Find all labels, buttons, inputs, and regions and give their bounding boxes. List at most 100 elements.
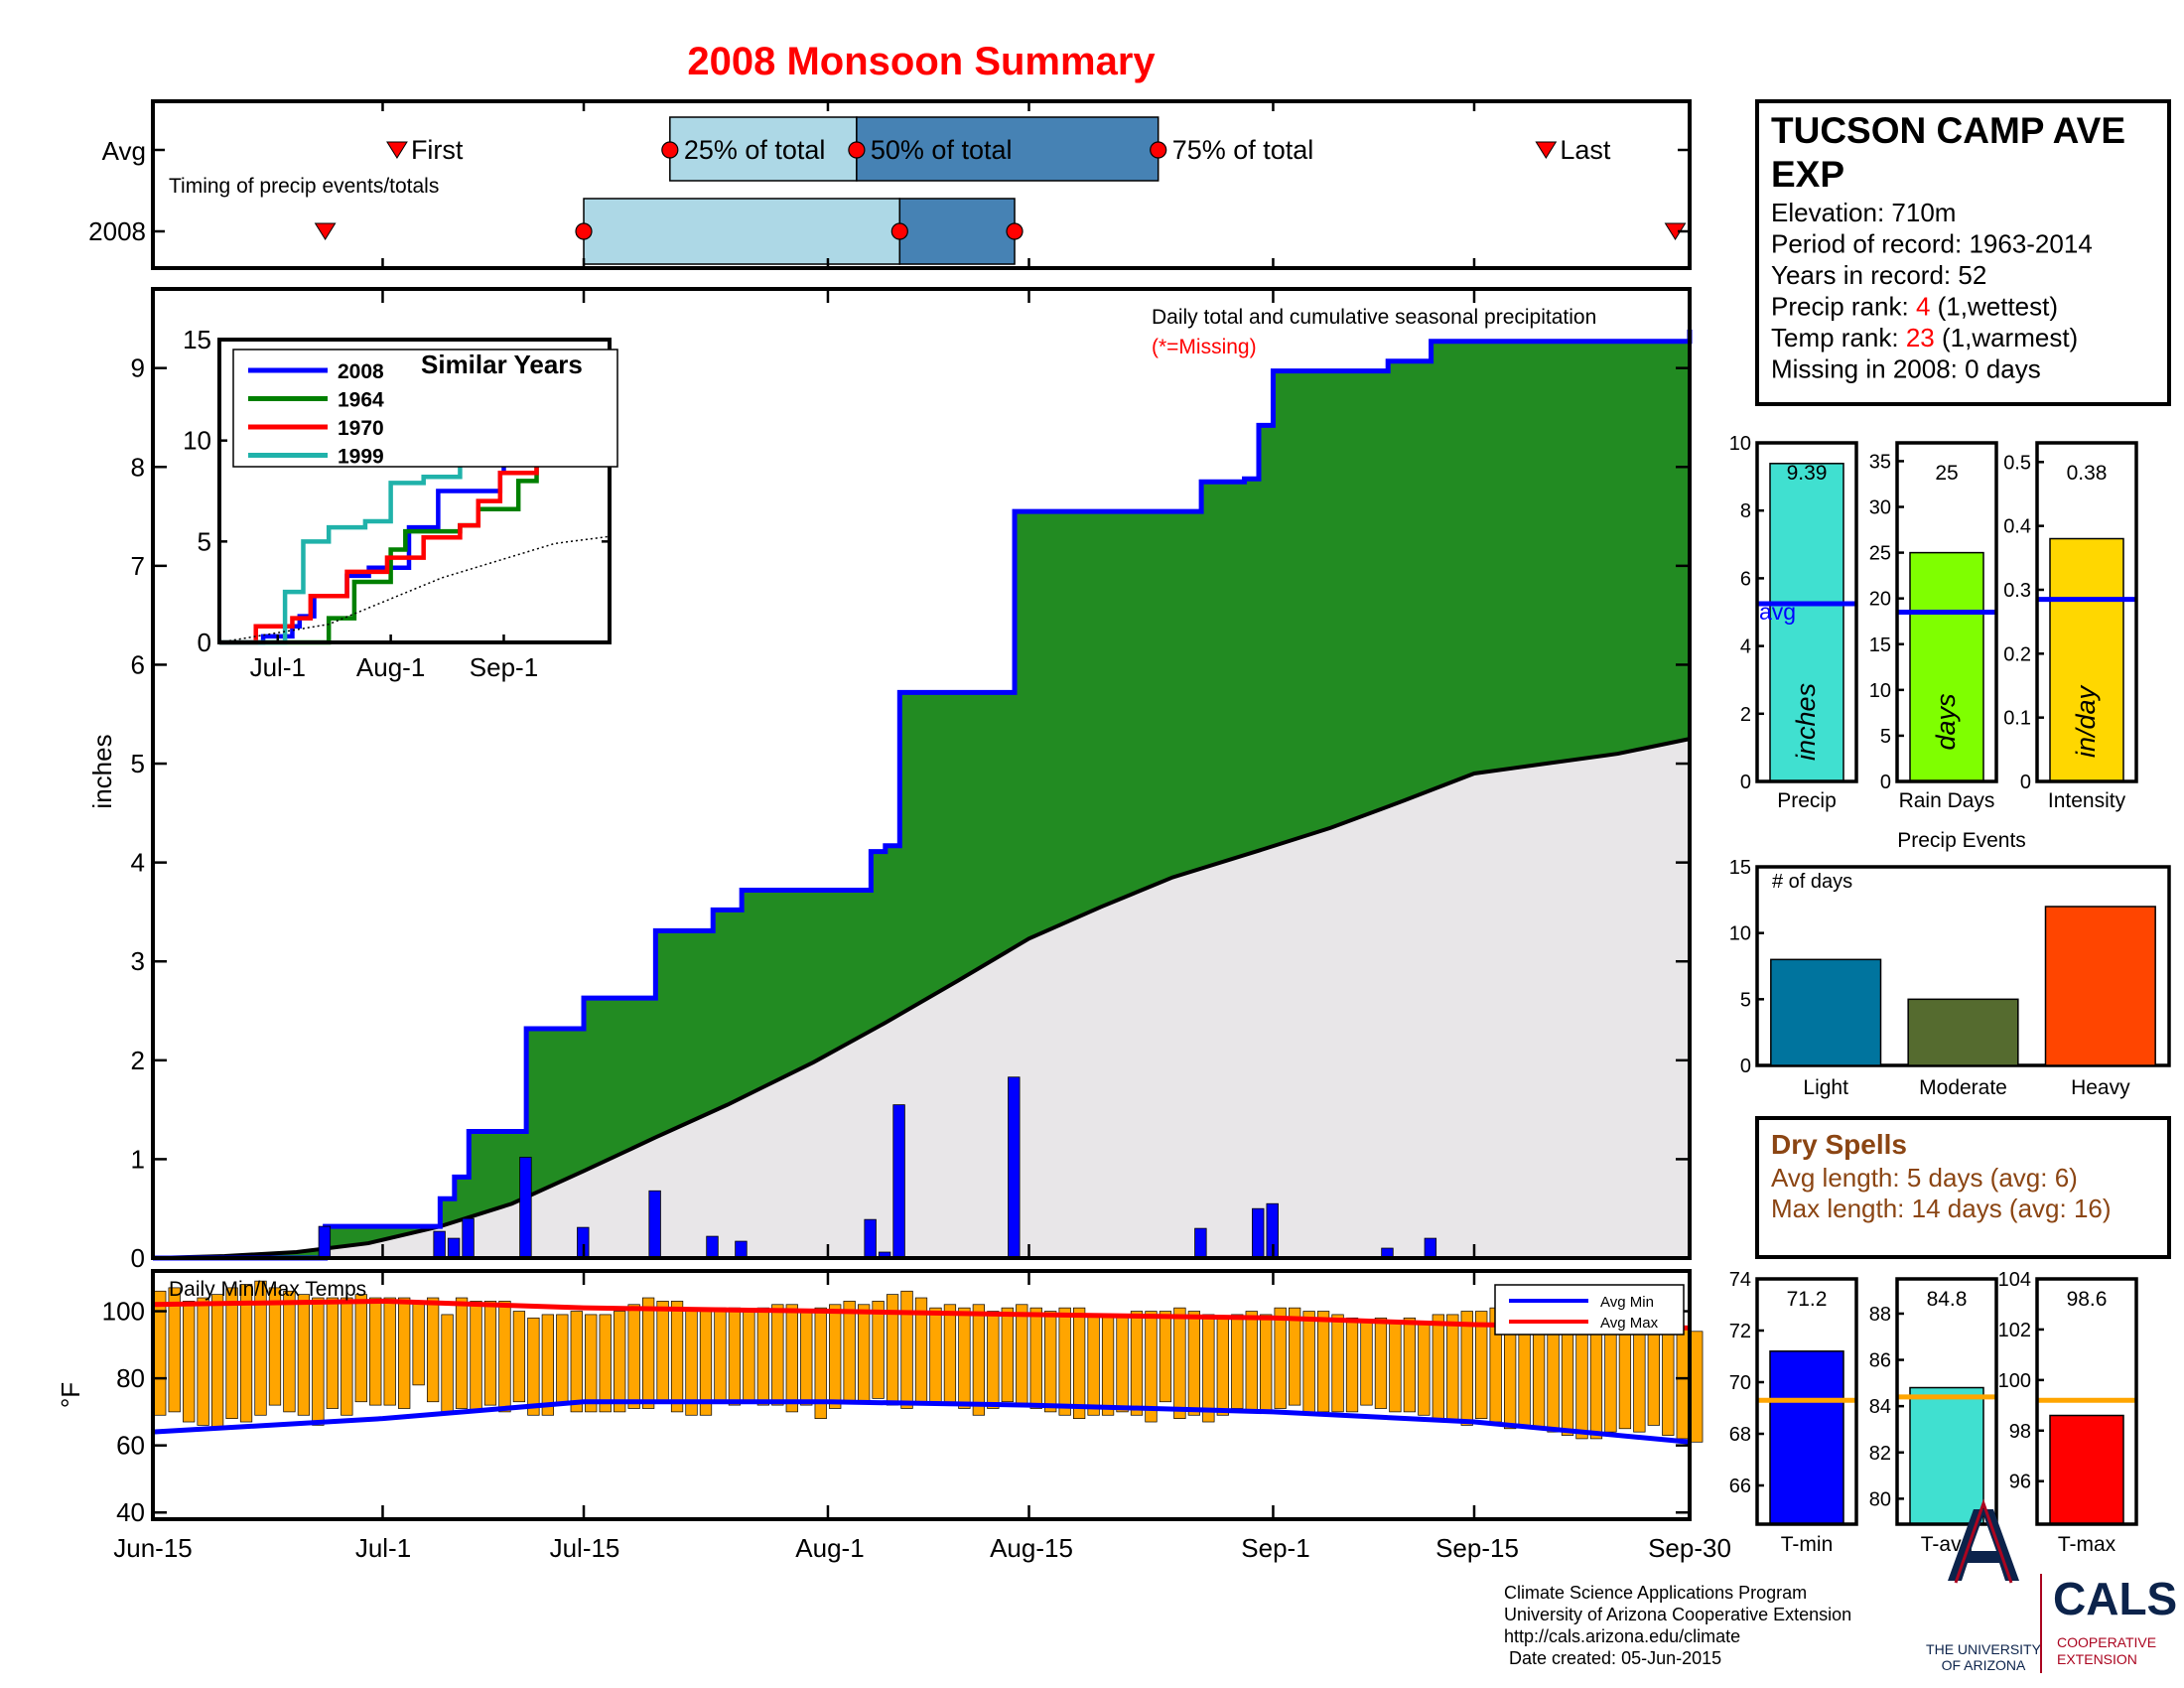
daily-temp-bar: [1662, 1328, 1675, 1436]
dry-spells-frame: [1755, 1116, 2171, 1259]
stat-y-tick-label: 10: [1729, 433, 1751, 455]
daily-temp-bar: [1604, 1328, 1617, 1433]
timing-subtitle: Timing of precip events/totals: [169, 175, 439, 198]
stat-y-tick-label: 100: [1998, 1370, 2031, 1392]
footer-line: University of Arizona Cooperative Extens…: [1504, 1605, 1851, 1624]
daily-temp-bar: [1331, 1314, 1344, 1413]
stat-value-bar: [2049, 1414, 2124, 1525]
daily-precip-bar: [648, 1190, 661, 1259]
stat-y-tick-label: 66: [1729, 1476, 1751, 1497]
dry-spells-avg-length: Avg length: 5 days (avg: 6): [1771, 1163, 2078, 1193]
daily-temp-bar: [570, 1311, 583, 1413]
daily-temp-bar: [1475, 1311, 1488, 1419]
stat-value-label: 0.38: [2067, 462, 2108, 485]
stat-y-tick-label: 98: [2009, 1421, 2031, 1443]
stat-panel-label: Precip: [1777, 789, 1837, 812]
stat-y-tick-label: 6: [1740, 568, 1751, 590]
daily-temp-bar: [1389, 1321, 1402, 1413]
inset-y-tick-label: 0: [198, 628, 211, 657]
daily-temp-bar: [614, 1311, 626, 1413]
stat-panel-label: Rain Days: [1899, 789, 1995, 812]
daily-temp-bar: [627, 1304, 640, 1409]
daily-temp-bar: [1073, 1307, 1086, 1419]
stat-y-tick-label: 96: [2009, 1472, 2031, 1493]
events-y-tick-label: 10: [1729, 923, 1751, 945]
daily-temp-bar: [872, 1301, 885, 1399]
cumulative-2008-line: [153, 329, 1693, 1261]
precip-y-tick-label: 1: [131, 1144, 145, 1174]
daily-temp-bar: [1016, 1304, 1028, 1406]
daily-temp-bar: [268, 1287, 282, 1406]
x-tick-label: Jun-15: [113, 1533, 193, 1563]
stat-panel-label: T-max: [2058, 1533, 2116, 1556]
daily-precip-bar: [519, 1157, 532, 1259]
stat-y-tick-label: 86: [1869, 1350, 1891, 1372]
station-info-line: Missing in 2008: 0 days: [1771, 354, 2041, 384]
temp-panel-frame: [151, 1269, 1692, 1521]
daily-temp-bar: [512, 1311, 526, 1403]
daily-temp-bar: [326, 1297, 339, 1409]
daily-temp-bar: [1245, 1311, 1258, 1413]
inset-y-tick-label: 5: [198, 526, 211, 556]
daily-temp-bar: [1316, 1311, 1330, 1413]
seasonal-stat-bars: 0 2 4 6 8 10 9.39 Precip inches avg 0 5 10 15 20 25 30 35…: [1729, 433, 2138, 812]
daily-temp-bar: [254, 1280, 267, 1416]
stat-value-bar: [1909, 551, 1984, 782]
daily-precip-bar: [433, 1230, 446, 1259]
temp-caption: Daily Min/Max Temps: [169, 1278, 366, 1301]
stat-value-bar: [1909, 1386, 1984, 1525]
temp-legend-box: [1494, 1284, 1685, 1336]
ua-logo-text: OF ARIZONA: [1942, 1657, 2026, 1673]
daily-temp-bar: [585, 1314, 598, 1413]
daily-precip-bar: [892, 1104, 905, 1259]
daily-temp-bar: [297, 1294, 311, 1416]
x-tick-label: Aug-1: [795, 1533, 864, 1563]
timing-75-label: 75% of total: [1172, 135, 1314, 165]
stat-y-tick-label: 8: [1740, 500, 1751, 522]
daily-temp-bar: [1101, 1314, 1115, 1416]
daily-precip-bar: [462, 1217, 475, 1259]
daily-temp-bar: [1360, 1321, 1373, 1406]
avg-cumulative-area: [153, 739, 1690, 1258]
daily-temp-bar: [728, 1307, 742, 1406]
stat-value-label: 9.39: [1787, 462, 1828, 485]
date-axis-labels: Jun-15 Jul-1 Jul-15 Aug-1 Aug-15 Sep-1 S…: [113, 1533, 1731, 1563]
legend-label-1964: 1964: [338, 389, 384, 412]
stat-unit-label: inches: [1791, 683, 1821, 761]
stat-y-tick-label: 88: [1869, 1304, 1891, 1326]
stat-value-bar: [2049, 537, 2124, 782]
daily-temp-bar: [1647, 1324, 1660, 1426]
daily-temp-bar: [656, 1301, 669, 1403]
event-bar-light: [1770, 958, 1882, 1066]
timing-row-label-2008: 2008: [88, 216, 146, 246]
ua-a-outline-icon: [1954, 1498, 2013, 1584]
legend-avg-max-label: Avg Max: [1600, 1315, 1659, 1332]
daily-temp-bar: [312, 1297, 325, 1426]
temp-y-tick-label: 80: [116, 1363, 145, 1393]
stat-y-tick-label: 104: [1998, 1269, 2031, 1291]
daily-temp-bar: [383, 1297, 396, 1406]
daily-temp-bar: [426, 1297, 440, 1403]
legend-label-2008: 2008: [338, 360, 384, 383]
timing-percentile-marker: [890, 222, 908, 240]
footer-line: http://cals.arizona.edu/climate: [1504, 1626, 1740, 1646]
cals-logo-subtext: COOPERATIVE: [2057, 1634, 2156, 1650]
daily-temp-bar: [1589, 1328, 1603, 1440]
timing-percentile-marker: [1150, 141, 1167, 159]
daily-temp-bar: [1145, 1311, 1158, 1423]
timing-first-last-marker: [314, 222, 337, 240]
footer-credits: Climate Science Applications Program Uni…: [1504, 1583, 1851, 1668]
daily-temp-bar: [1187, 1311, 1201, 1416]
stat-y-tick-label: 35: [1869, 451, 1891, 473]
timing-first-last-marker: [1535, 141, 1558, 159]
precip-events-title: Precip Events: [1897, 829, 2026, 852]
stat-panel-frame: [2035, 441, 2138, 783]
precip-y-tick-label: 3: [131, 946, 145, 976]
x-tick-label: Jul-1: [355, 1533, 411, 1563]
stat-value-bar: [1769, 463, 1844, 782]
stat-y-tick-label: 2: [1740, 704, 1751, 726]
daily-temp-bar: [1130, 1311, 1144, 1416]
stat-y-tick-label: 68: [1729, 1424, 1751, 1446]
stat-y-tick-label: 102: [1998, 1320, 2031, 1341]
daily-temp-bar: [1691, 1331, 1704, 1443]
